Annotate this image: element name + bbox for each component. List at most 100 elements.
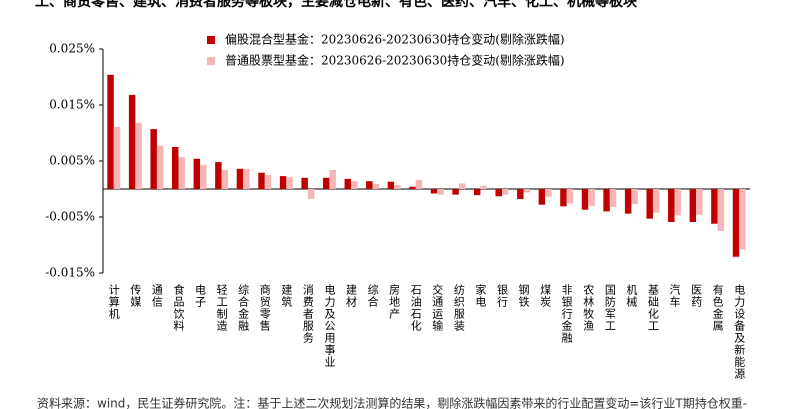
x-tick-label: 轻工制造	[215, 283, 228, 332]
bar	[322, 177, 330, 189]
bar	[674, 189, 681, 216]
bar	[409, 186, 416, 189]
x-tick-label: 食品饮料	[172, 283, 185, 332]
bar	[128, 94, 136, 189]
x-tick-label: 商贸零售	[258, 283, 271, 332]
x-tick-label: 综合	[366, 283, 379, 308]
x-tick-label: 基础化工	[646, 284, 659, 332]
bar	[609, 189, 617, 207]
y-tick-label: 0.005%	[49, 154, 95, 168]
y-tick-label: -0.015%	[45, 266, 95, 280]
bar	[717, 189, 725, 231]
y-tick-label: -0.005%	[45, 210, 95, 224]
bar	[452, 189, 459, 195]
x-tick-label: 纺织服装	[452, 283, 465, 332]
bar	[243, 168, 250, 189]
bar	[430, 189, 438, 194]
bar	[538, 189, 546, 205]
bar	[646, 189, 653, 219]
x-tick-label: 消费者服务	[301, 283, 314, 344]
x-tick-label: 综合金融	[237, 283, 250, 332]
legend-label: 普通股票型基金：20230626-20230630持仓变动(剔除涨跌幅)	[225, 53, 565, 68]
x-tick-label: 国防军工	[603, 284, 616, 332]
x-tick-label: 计算机	[107, 284, 120, 320]
bar	[193, 158, 201, 189]
bar	[372, 183, 380, 189]
bar	[581, 189, 589, 210]
bar	[668, 189, 675, 223]
x-tick-label: 非银行金融	[560, 284, 573, 344]
source-note: 资料来源：wind，民生证券研究院。注：基于上述二次规划法测算的结果，剔除涨跌幅…	[37, 396, 747, 409]
bar	[344, 178, 352, 189]
bar	[560, 189, 567, 207]
legend-label: 偏股混合型基金：20230626-20230630持仓变动(剔除涨跌幅)	[225, 32, 565, 47]
bar	[258, 172, 265, 189]
bar	[739, 189, 746, 250]
bar	[200, 164, 207, 189]
bar	[437, 189, 444, 195]
bar	[480, 185, 487, 189]
x-tick-label: 建材	[345, 283, 358, 308]
x-tick-label: 传媒	[129, 284, 142, 308]
bar	[473, 189, 481, 196]
bar	[307, 189, 315, 200]
header-text: 工、商贸零售、建筑、消费者服务等板块，主要减仓电新、有色、医药、汽车、化工、机械…	[35, 0, 638, 10]
bar	[107, 74, 114, 189]
bar	[588, 189, 595, 206]
bar	[329, 169, 336, 189]
x-tick-label: 家电	[474, 283, 487, 308]
x-tick-label: 钢铁	[517, 284, 530, 308]
x-tick-label: 汽车	[668, 283, 681, 308]
x-tick-label: 医药	[690, 284, 703, 308]
bar	[172, 147, 179, 189]
x-tick-label: 交通运输	[431, 283, 444, 332]
bar	[264, 175, 272, 189]
x-tick-label: 房地产	[388, 284, 401, 320]
bar	[711, 189, 718, 224]
bar	[215, 162, 222, 189]
bar	[351, 181, 358, 189]
bar	[286, 177, 293, 189]
bar	[366, 181, 373, 189]
x-tick-label: 通信	[150, 284, 163, 308]
y-tick-label: 0.025%	[49, 42, 95, 56]
bar	[150, 129, 157, 189]
x-tick-label: 电力设备及新能源	[733, 284, 746, 380]
x-tick-label: 石油石化	[409, 284, 422, 332]
bar	[603, 189, 610, 212]
bar	[652, 189, 660, 213]
bar	[696, 189, 703, 215]
x-tick-label: 有色金属	[711, 283, 724, 332]
bar	[523, 189, 531, 193]
bar	[394, 185, 401, 189]
bar	[631, 189, 638, 205]
x-tick-label: 煤炭	[539, 284, 552, 308]
x-tick-label: 农林牧渔	[582, 283, 595, 332]
x-tick-label: 机械	[625, 283, 638, 308]
legend-swatch	[207, 57, 215, 65]
bar	[458, 183, 466, 189]
y-tick-label: 0.015%	[49, 98, 95, 112]
bar	[236, 168, 244, 189]
bar	[732, 189, 740, 257]
bar	[135, 122, 142, 189]
bar	[301, 177, 308, 189]
legend-swatch	[207, 36, 215, 44]
bar	[221, 169, 229, 189]
bar	[517, 189, 524, 200]
bar	[545, 189, 552, 197]
bar	[501, 189, 509, 195]
bar	[566, 189, 574, 204]
x-tick-label: 建筑	[280, 283, 293, 308]
bar	[495, 189, 502, 197]
x-tick-label: 电力及公用事业	[323, 284, 336, 368]
bar	[415, 180, 423, 189]
bar	[387, 181, 395, 189]
bar	[156, 145, 164, 189]
bar	[178, 157, 185, 189]
bar	[279, 176, 287, 189]
bar	[624, 189, 632, 214]
bar	[113, 126, 121, 189]
x-tick-label: 电子	[194, 284, 207, 308]
